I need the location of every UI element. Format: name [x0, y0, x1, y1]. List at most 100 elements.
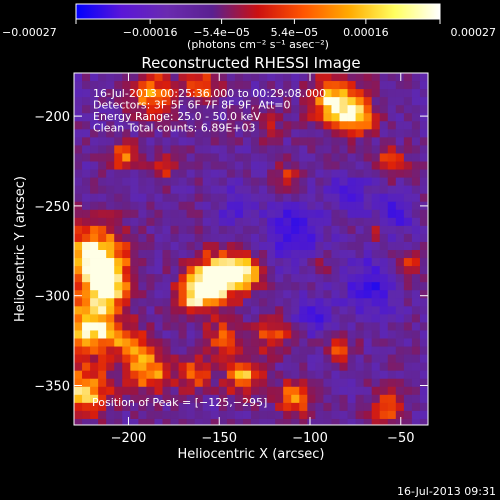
- heatmap-cell: [315, 161, 324, 170]
- heatmap-cell: [339, 97, 348, 106]
- heatmap-cell: [395, 386, 405, 396]
- heatmap-cell: [355, 266, 365, 275]
- heatmap-cell: [210, 306, 220, 315]
- heatmap-cell: [122, 177, 131, 187]
- heatmap-cell: [339, 386, 348, 396]
- heatmap-cell: [419, 105, 428, 114]
- heatmap-cell: [267, 306, 276, 315]
- heatmap-cell: [411, 322, 421, 331]
- heatmap-cell: [395, 346, 405, 355]
- heatmap-cell: [323, 89, 332, 98]
- heatmap-cell: [210, 418, 220, 425]
- heatmap-cell: [106, 250, 115, 259]
- heatmap-cell: [355, 402, 365, 412]
- heatmap-cell: [178, 378, 188, 388]
- heatmap-cell: [275, 322, 284, 331]
- heatmap-cell: [154, 330, 163, 339]
- heatmap-cell: [202, 225, 212, 235]
- heatmap-cell: [210, 241, 220, 251]
- heatmap-cell: [234, 298, 244, 307]
- heatmap-cell: [74, 241, 83, 251]
- heatmap-cell: [347, 314, 356, 323]
- heatmap-cell: [202, 282, 212, 291]
- heatmap-cell: [331, 129, 340, 138]
- heatmap-cell: [210, 298, 220, 307]
- heatmap-cell: [122, 258, 131, 267]
- heatmap-cell: [403, 137, 413, 146]
- heatmap-cell: [154, 73, 163, 82]
- heatmap-cell: [371, 322, 381, 331]
- heatmap-cell: [226, 250, 236, 259]
- heatmap-cell: [331, 169, 340, 178]
- heatmap-cell: [259, 137, 268, 146]
- heatmap-cell: [379, 89, 389, 98]
- heatmap-cell: [186, 129, 196, 138]
- heatmap-cell: [371, 330, 381, 339]
- heatmap-cell: [395, 121, 405, 130]
- heatmap-cell: [210, 233, 220, 243]
- x-tick-label: −150: [201, 431, 237, 446]
- heatmap-cell: [419, 89, 428, 98]
- heatmap-cell: [226, 73, 236, 82]
- heatmap-cell: [162, 73, 171, 82]
- heatmap-cell: [395, 290, 405, 299]
- heatmap-cell: [299, 362, 308, 372]
- heatmap-cell: [259, 290, 268, 299]
- heatmap-cell: [130, 346, 139, 355]
- heatmap-cell: [194, 217, 204, 227]
- heatmap-cell: [210, 113, 220, 122]
- heatmap-cell: [218, 306, 228, 315]
- heatmap-cell: [186, 410, 196, 420]
- heatmap-cell: [411, 121, 421, 130]
- heatmap-cell: [307, 225, 316, 235]
- heatmap-cell: [419, 233, 428, 243]
- heatmap-cell: [154, 121, 163, 130]
- heatmap-cell: [242, 241, 252, 251]
- heatmap-cell: [419, 209, 428, 219]
- heatmap-cell: [251, 354, 260, 364]
- heatmap-image: [74, 73, 428, 425]
- heatmap-cell: [323, 193, 332, 203]
- heatmap-cell: [194, 89, 204, 98]
- heatmap-cell: [275, 282, 284, 291]
- heatmap-cell: [347, 73, 356, 82]
- heatmap-cell: [106, 314, 115, 323]
- heatmap-cell: [106, 89, 115, 98]
- heatmap-cell: [387, 338, 397, 347]
- heatmap-cell: [315, 322, 324, 331]
- heatmap-cell: [291, 298, 300, 307]
- heatmap-cell: [234, 225, 244, 235]
- heatmap-cell: [411, 402, 421, 412]
- heatmap-cell: [170, 250, 179, 259]
- heatmap-cell: [419, 121, 428, 130]
- heatmap-cell: [226, 209, 236, 219]
- colorbar-tick-label: 5.4e−05: [271, 26, 318, 39]
- heatmap-cell: [170, 153, 179, 162]
- heatmap-cell: [379, 113, 389, 122]
- heatmap-cell: [323, 394, 332, 404]
- heatmap-cell: [98, 89, 107, 98]
- heatmap-cell: [90, 362, 99, 372]
- heatmap-cell: [170, 290, 179, 299]
- heatmap-cell: [194, 113, 204, 122]
- heatmap-cell: [299, 266, 308, 275]
- heatmap-cell: [307, 241, 316, 251]
- info-line: 16-Jul-2013 00:25:36.000 to 00:29:08.000: [93, 87, 326, 100]
- heatmap-cell: [122, 394, 131, 404]
- heatmap-cell: [403, 250, 413, 259]
- heatmap-cell: [82, 177, 91, 187]
- heatmap-cell: [218, 137, 228, 146]
- heatmap-cell: [259, 201, 268, 211]
- heatmap-cell: [106, 129, 115, 138]
- heatmap-cell: [146, 129, 155, 138]
- heatmap-cell: [275, 258, 284, 267]
- heatmap-cell: [267, 209, 276, 219]
- heatmap-cell: [419, 241, 428, 251]
- heatmap-cell: [210, 177, 220, 187]
- heatmap-cell: [234, 129, 244, 138]
- heatmap-cell: [90, 370, 99, 380]
- heatmap-cell: [259, 129, 268, 138]
- heatmap-cell: [403, 258, 413, 267]
- heatmap-cell: [307, 81, 316, 90]
- heatmap-cell: [98, 290, 107, 299]
